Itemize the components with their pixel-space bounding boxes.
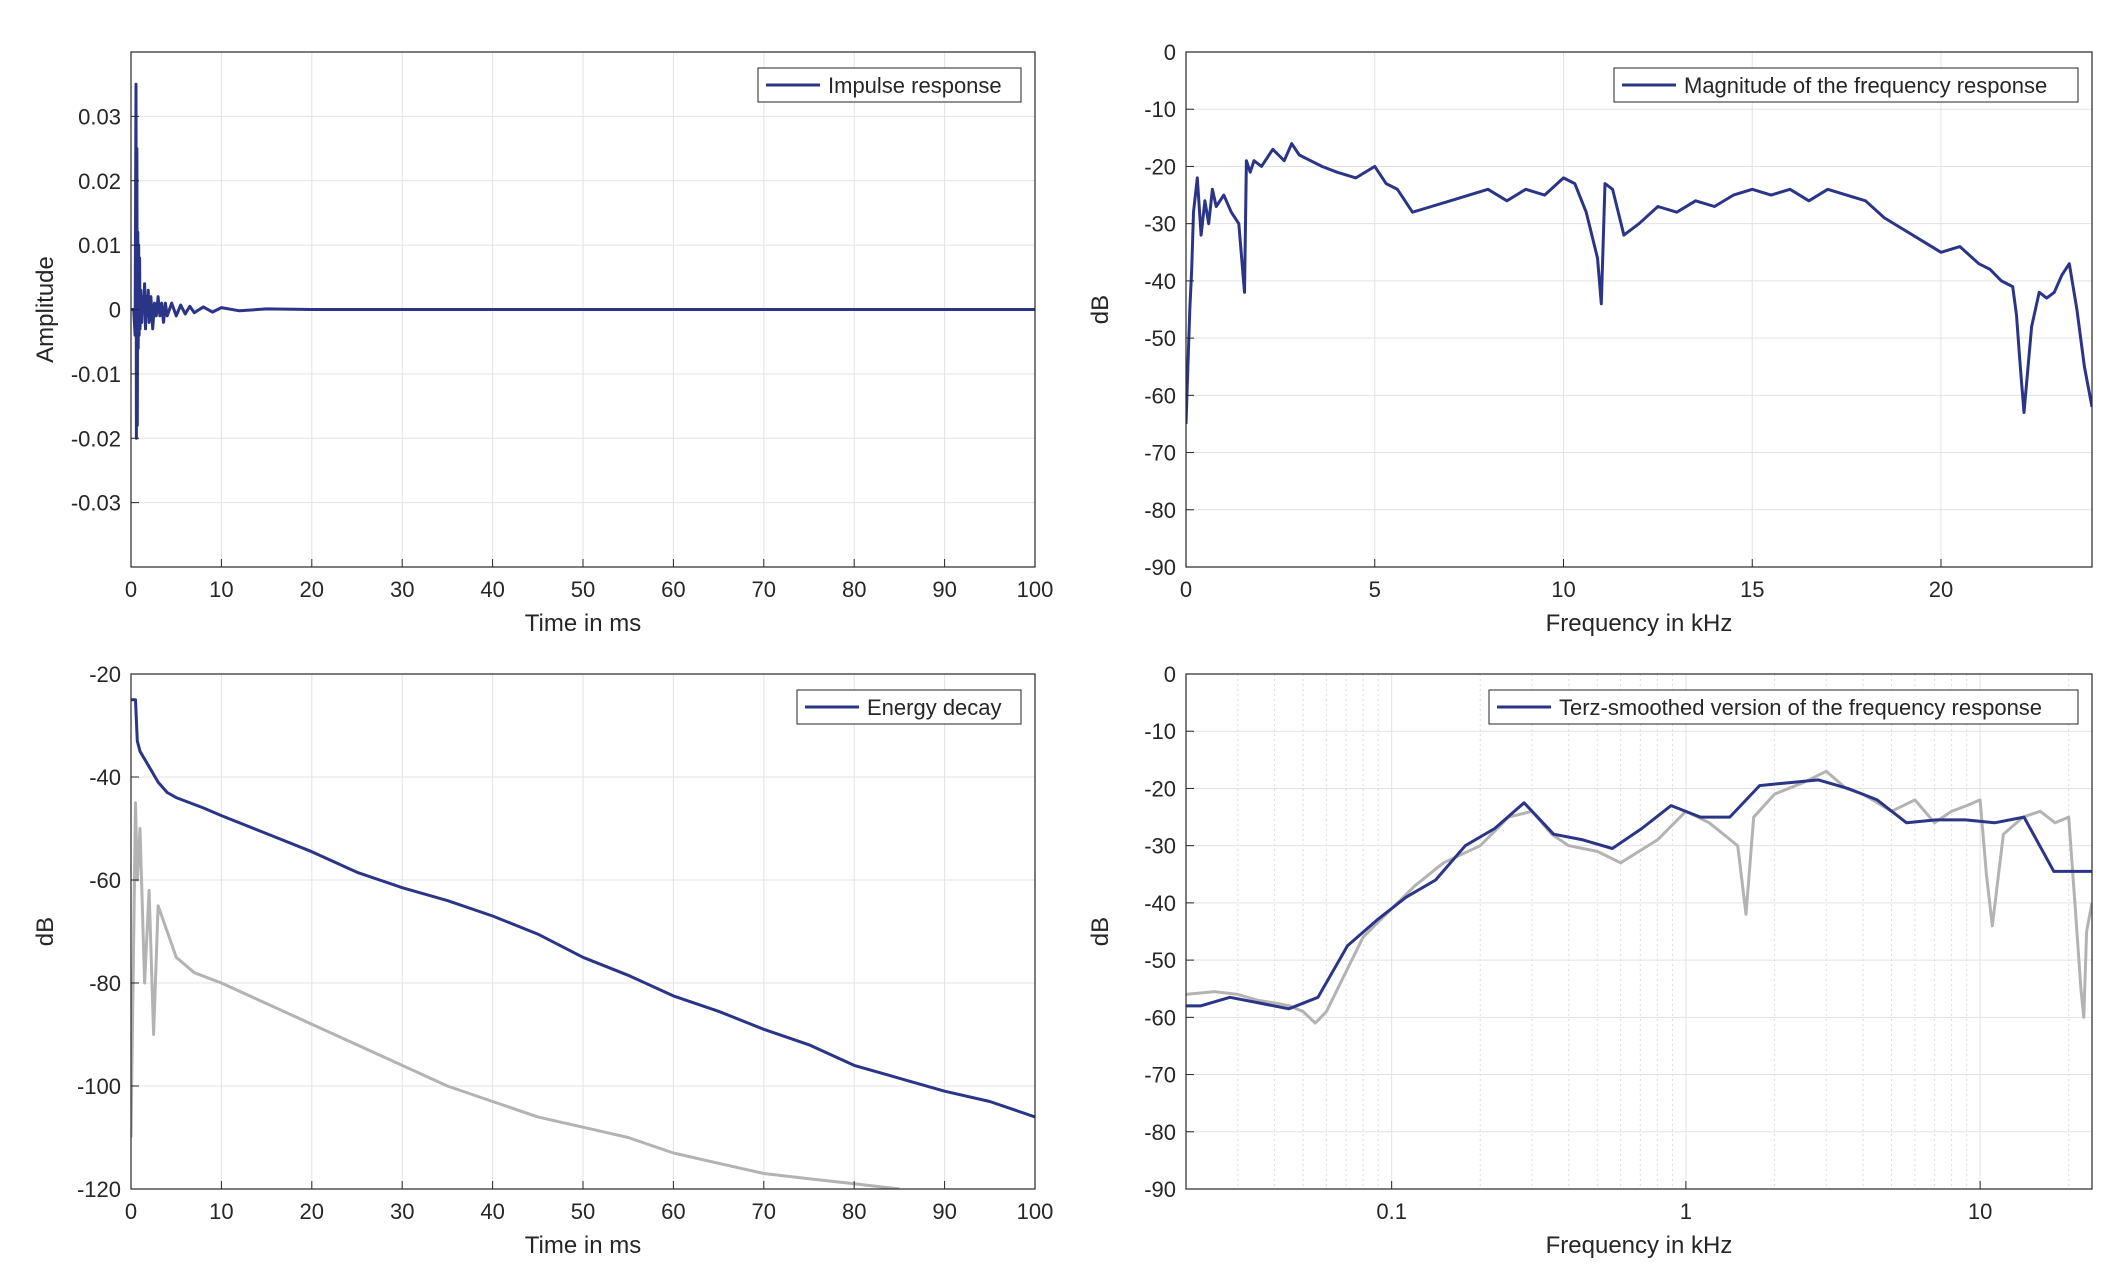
reference-series-line bbox=[1186, 769, 2092, 1025]
y-tick-label: -20 bbox=[1144, 154, 1176, 179]
y-tick-label: -80 bbox=[89, 971, 121, 996]
x-tick-label: 40 bbox=[480, 1199, 504, 1224]
y-tick-label: -90 bbox=[1144, 1177, 1176, 1202]
legend-label: Magnitude of the frequency response bbox=[1684, 73, 2047, 98]
axes-frame bbox=[1185, 51, 2093, 568]
x-tick-label: 0.1 bbox=[1376, 1199, 1407, 1224]
y-tick-label: 0.02 bbox=[78, 169, 121, 194]
y-tick-label: -50 bbox=[1144, 948, 1176, 973]
y-tick-label: -100 bbox=[77, 1074, 121, 1099]
y-tick-label: -70 bbox=[1144, 441, 1176, 466]
x-tick-label: 0 bbox=[125, 1199, 137, 1224]
series-line bbox=[1186, 778, 2092, 1011]
y-tick-label: -0.02 bbox=[71, 426, 121, 451]
energy-decay-panel: 0 10 20 30 40 50 60 70 80 90 100 -20 -40 -60 -80 -100 -1… bbox=[32, 662, 1053, 1259]
y-tick-label: -60 bbox=[89, 868, 121, 893]
x-tick-label: 15 bbox=[1740, 577, 1764, 602]
x-axis-label: Frequency in kHz bbox=[1546, 1232, 1733, 1259]
impulse-response-panel: 0 10 20 30 40 50 60 70 80 90 100 0.03 0.02 0.01 0 -0.01… bbox=[32, 51, 1054, 637]
x-tick-label: 60 bbox=[661, 1199, 685, 1224]
x-tick-label: 90 bbox=[932, 577, 956, 602]
x-tick-label: 100 bbox=[1017, 577, 1054, 602]
y-tick-label: -10 bbox=[1144, 97, 1176, 122]
x-tick-label: 50 bbox=[571, 1199, 595, 1224]
x-axis-label: Time in ms bbox=[525, 1232, 641, 1259]
y-axis-label: dB bbox=[1087, 295, 1114, 324]
legend-label: Terz-smoothed version of the frequency r… bbox=[1559, 695, 2042, 720]
legend-box bbox=[1488, 689, 2079, 725]
series-line bbox=[1186, 142, 2092, 424]
series-line bbox=[131, 698, 1035, 1119]
y-tick-label: -120 bbox=[77, 1177, 121, 1202]
y-tick-label: -60 bbox=[1144, 383, 1176, 408]
x-axis-label: Time in ms bbox=[525, 610, 641, 637]
legend-label: Impulse response bbox=[828, 73, 1002, 98]
y-tick-label: -80 bbox=[1144, 498, 1176, 523]
y-tick-label: -50 bbox=[1144, 326, 1176, 351]
axes-frame bbox=[1185, 673, 2093, 1190]
y-tick-label: -40 bbox=[1144, 891, 1176, 916]
y-tick-label: -30 bbox=[1144, 212, 1176, 237]
y-axis-label: dB bbox=[32, 917, 59, 946]
y-tick-label: -60 bbox=[1144, 1005, 1176, 1030]
y-tick-label: 0 bbox=[1164, 40, 1176, 65]
y-axis-label: dB bbox=[1087, 917, 1114, 946]
x-tick-label: 90 bbox=[932, 1199, 956, 1224]
x-tick-label: 1 bbox=[1680, 1199, 1692, 1224]
magnitude-response-panel: 0 5 10 15 20 0 -10 -20 -30 -40 -50 -60 -70 -80 -90 Freq… bbox=[1087, 40, 2093, 637]
y-axis-label: Amplitude bbox=[32, 256, 59, 363]
x-tick-label: 10 bbox=[209, 577, 233, 602]
x-tick-label: 10 bbox=[1551, 577, 1575, 602]
x-tick-label: 10 bbox=[1968, 1199, 1992, 1224]
x-tick-label: 20 bbox=[300, 577, 324, 602]
y-tick-label: -40 bbox=[1144, 269, 1176, 294]
y-tick-label: 0 bbox=[109, 298, 121, 323]
x-axis-label: Frequency in kHz bbox=[1546, 610, 1733, 637]
y-tick-label: 0 bbox=[1164, 662, 1176, 687]
legend-label: Energy decay bbox=[867, 695, 1002, 720]
reference-series-line bbox=[131, 801, 900, 1189]
x-tick-label: 30 bbox=[390, 577, 414, 602]
x-tick-label: 70 bbox=[752, 1199, 776, 1224]
x-tick-label: 10 bbox=[209, 1199, 233, 1224]
y-tick-label: -90 bbox=[1144, 555, 1176, 580]
plot-area bbox=[1186, 674, 2092, 1189]
y-tick-label: -20 bbox=[1144, 776, 1176, 801]
y-tick-label: -80 bbox=[1144, 1120, 1176, 1145]
x-tick-label: 0 bbox=[1180, 577, 1192, 602]
y-tick-label: -0.01 bbox=[71, 362, 121, 387]
legend-box bbox=[1613, 67, 2079, 103]
x-tick-label: 30 bbox=[390, 1199, 414, 1224]
series-line bbox=[131, 82, 1035, 440]
x-tick-label: 100 bbox=[1017, 1199, 1054, 1224]
y-tick-label: 0.03 bbox=[78, 104, 121, 129]
y-tick-label: -40 bbox=[89, 765, 121, 790]
plot-area bbox=[1186, 52, 2092, 567]
x-tick-label: 70 bbox=[752, 577, 776, 602]
y-tick-label: 0.01 bbox=[78, 233, 121, 258]
y-tick-label: -0.03 bbox=[71, 491, 121, 516]
x-tick-label: 0 bbox=[125, 577, 137, 602]
x-tick-label: 60 bbox=[661, 577, 685, 602]
terz-smoothed-panel: 0.1 1 10 0 -10 -20 -30 -40 -50 -60 -70 -80 -90 Freque… bbox=[1087, 662, 2093, 1259]
x-tick-label: 40 bbox=[480, 577, 504, 602]
x-tick-label: 20 bbox=[300, 1199, 324, 1224]
x-tick-label: 80 bbox=[842, 577, 866, 602]
y-tick-label: -70 bbox=[1144, 1063, 1176, 1088]
x-tick-label: 80 bbox=[842, 1199, 866, 1224]
x-tick-label: 20 bbox=[1929, 577, 1953, 602]
y-tick-label: -10 bbox=[1144, 719, 1176, 744]
y-tick-label: -30 bbox=[1144, 834, 1176, 859]
x-tick-label: 50 bbox=[571, 577, 595, 602]
y-tick-label: -20 bbox=[89, 662, 121, 687]
x-tick-label: 5 bbox=[1369, 577, 1381, 602]
